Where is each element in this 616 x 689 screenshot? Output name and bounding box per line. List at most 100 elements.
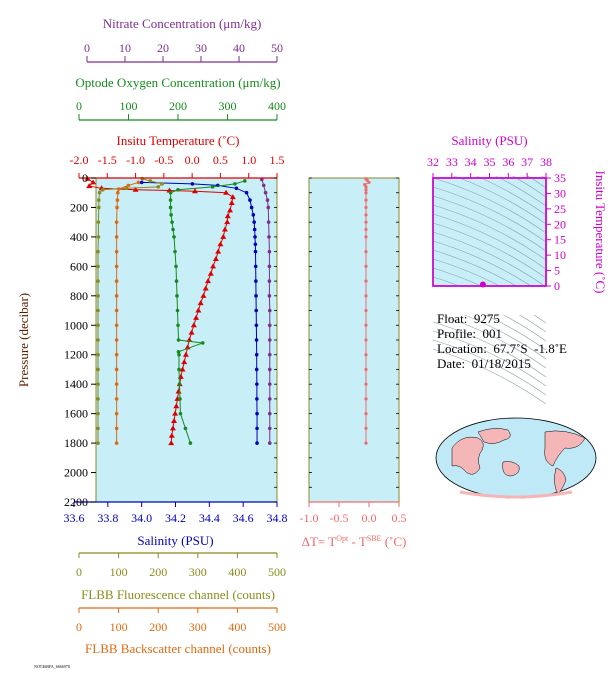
oxygen-point xyxy=(177,367,181,372)
delta-t-point xyxy=(364,213,368,217)
fluorescence-point xyxy=(96,264,100,269)
temperature-point xyxy=(171,418,178,423)
fluorescence-tick-label: 400 xyxy=(228,565,246,579)
ts-density-contour xyxy=(432,321,547,378)
pressure-tick-label: 200 xyxy=(70,200,88,214)
delta-t-tick-label: -0.5 xyxy=(330,511,349,525)
nitrate-point xyxy=(267,426,272,431)
pressure-tick-label: 1000 xyxy=(64,318,88,332)
temperature-point xyxy=(169,425,176,431)
pressure-tick-label: 1400 xyxy=(64,377,88,391)
oxygen-point xyxy=(176,323,180,328)
backscatter-point xyxy=(114,220,119,224)
nitrate-tick-label: 20 xyxy=(157,41,169,55)
salinity-point xyxy=(255,411,259,416)
ts-x-tick-label: 38 xyxy=(540,155,552,169)
temperature-point xyxy=(228,200,235,206)
temperature-point xyxy=(200,292,207,298)
oxygen-point xyxy=(168,198,173,202)
bottom-axes-group: 33.6 33.8 34.0 34.2 34.4 34.6 34.8 Salinity (PS… xyxy=(64,501,288,656)
fluorescence-point xyxy=(96,382,100,386)
nitrate-point xyxy=(263,190,268,195)
backscatter-tick-label: 300 xyxy=(189,620,207,634)
temperature-point xyxy=(197,300,204,306)
oxygen-tick-label: 200 xyxy=(169,99,187,113)
oxygen-point xyxy=(243,179,247,183)
delta-t-tick-label: -1.0 xyxy=(300,511,319,525)
pressure-tick-label: 800 xyxy=(70,289,88,303)
fluorescence-point xyxy=(96,235,101,239)
salinity-point xyxy=(244,190,249,195)
fluorescence-point xyxy=(96,294,100,298)
nitrate-point xyxy=(267,352,272,357)
nitrate-point xyxy=(267,441,272,445)
temperature-point xyxy=(179,366,186,372)
salinity-point xyxy=(255,426,259,431)
oxygen-tick-label: 100 xyxy=(120,99,138,113)
fluorescence-tick-label: 200 xyxy=(149,565,167,579)
delta-t-label-part: Opt xyxy=(336,534,349,543)
backscatter-point xyxy=(114,352,119,357)
salinity-point xyxy=(254,279,258,283)
salinity-point xyxy=(254,367,259,372)
salinity-point xyxy=(253,249,258,254)
fluorescence-point xyxy=(97,205,101,210)
temperature-point xyxy=(188,329,195,335)
ts-density-contour xyxy=(432,330,547,387)
nitrate-point xyxy=(267,338,272,342)
ts-mask-bottom xyxy=(431,287,548,315)
salinity-point xyxy=(254,323,259,328)
fluorescence-point xyxy=(160,182,164,186)
salinity-point xyxy=(234,186,239,191)
temperature-point xyxy=(168,432,175,438)
float-id-text: Float: 9275 xyxy=(437,311,500,326)
backscatter-point xyxy=(114,264,119,269)
oxygen-point xyxy=(173,249,177,254)
fluorescence-point xyxy=(96,220,101,224)
temperature-point xyxy=(221,226,228,232)
oxygen-point xyxy=(210,185,215,189)
delta-t-tick-label: 0.5 xyxy=(392,511,407,525)
temperature-point xyxy=(220,233,227,239)
oxygen-point xyxy=(172,235,176,239)
salinity-tick-label: 34.8 xyxy=(267,511,288,525)
delta-t-point xyxy=(364,294,368,298)
temperature-point xyxy=(212,256,219,261)
temperature-tick-label: 0.5 xyxy=(213,153,228,167)
salinity-tick-label: 34.0 xyxy=(131,511,152,525)
ts-density-contour xyxy=(432,231,547,288)
salinity-point xyxy=(190,182,195,186)
delta-t-point xyxy=(364,338,368,342)
pressure-tick-label: 1600 xyxy=(64,407,88,421)
temperature-axis-label: Insitu Temperature (˚C) xyxy=(116,133,239,148)
delta-t-label-part: - T xyxy=(348,534,367,549)
ts-y-tick-label: 0 xyxy=(554,279,560,293)
delta-t-point xyxy=(364,198,368,202)
ts-y-tick-label: 20 xyxy=(554,217,566,231)
temperature-point xyxy=(190,322,197,328)
fluorescence-axis-label: FLBB Fluorescence channel (counts) xyxy=(81,587,275,602)
ts-density-contour xyxy=(432,312,547,369)
salinity-tick-label: 34.4 xyxy=(199,511,220,525)
backscatter-point xyxy=(114,367,119,372)
delta-t-point xyxy=(364,191,368,195)
temperature-point xyxy=(202,285,209,291)
temperature-tick-label: -0.5 xyxy=(154,153,173,167)
pressure-tick-label: 400 xyxy=(70,230,88,244)
delta-t-group: -1.0 -0.5 0.0 0.5 ΔT= TOpt - TSBE (˚C) xyxy=(300,177,407,549)
temperature-point xyxy=(195,307,202,313)
ts-density-contour xyxy=(432,204,547,261)
temperature-point xyxy=(168,440,175,446)
temperature-point xyxy=(86,183,93,189)
oxygen-point xyxy=(176,187,180,192)
salinity-point xyxy=(252,220,256,224)
delta-t-label-part: ΔT= T xyxy=(302,534,337,549)
temperature-tick-label: -1.0 xyxy=(126,153,145,167)
ts-density-contour xyxy=(432,339,547,396)
nitrate-point xyxy=(267,367,272,372)
backscatter-point xyxy=(114,235,119,239)
backscatter-point xyxy=(114,338,119,342)
backscatter-point xyxy=(114,397,119,401)
ts-x-tick-label: 36 xyxy=(502,155,514,169)
